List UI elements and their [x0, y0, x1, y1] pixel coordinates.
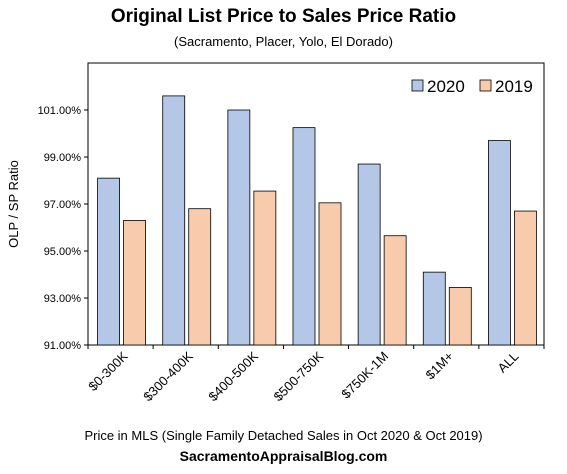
y-tick-label: 99.00%	[44, 152, 82, 164]
bar-2020-6	[488, 140, 511, 346]
x-category-label: $1M+	[423, 349, 457, 383]
bar-2020-2	[227, 109, 251, 346]
legend: 2020 2019	[411, 77, 533, 96]
x-category-label: ALL	[495, 349, 522, 376]
x-category-label: $750K-1M	[338, 349, 391, 402]
x-category-label: $400-500K	[205, 348, 261, 404]
bar-2020-3	[292, 127, 316, 346]
bar-2019-5	[448, 287, 472, 346]
x-category-label: $500-750K	[271, 348, 327, 404]
x-category-label: $300-400K	[140, 348, 196, 404]
bar-2019-2	[253, 190, 277, 346]
y-tick-label: 93.00%	[44, 293, 82, 305]
chart-subtitle: (Sacramento, Placer, Yolo, El Dorado)	[174, 34, 393, 49]
bar-2019-4	[383, 235, 407, 346]
bar-2019-1	[188, 208, 212, 346]
y-tick-label: 101.00%	[38, 105, 82, 117]
y-tick-label: 91.00%	[44, 340, 82, 352]
bar-2019-6	[514, 210, 537, 346]
bar-2020-0	[97, 177, 120, 346]
bar-2020-4	[357, 163, 381, 346]
bar-2020-1	[162, 95, 186, 346]
x-axis-label: Price in MLS (Single Family Detached Sal…	[84, 428, 483, 443]
footer-site: SacramentoAppraisalBlog.com	[179, 448, 388, 464]
legend-label-2019: 2019	[495, 77, 533, 96]
plot-area	[87, 62, 545, 346]
legend-swatch-2020	[411, 79, 424, 92]
bar-2019-3	[318, 202, 342, 346]
y-axis-label: OLP / SP Ratio	[6, 160, 21, 248]
bar-2019-0	[123, 220, 146, 346]
y-tick-label: 95.00%	[44, 246, 82, 258]
bar-2020-5	[422, 271, 446, 346]
y-tick-label: 97.00%	[44, 199, 82, 211]
chart-title: Original List Price to Sales Price Ratio	[110, 6, 457, 27]
x-category-label: $0-300K	[85, 348, 131, 394]
legend-swatch-2019	[479, 79, 492, 92]
legend-label-2020: 2020	[427, 77, 465, 96]
